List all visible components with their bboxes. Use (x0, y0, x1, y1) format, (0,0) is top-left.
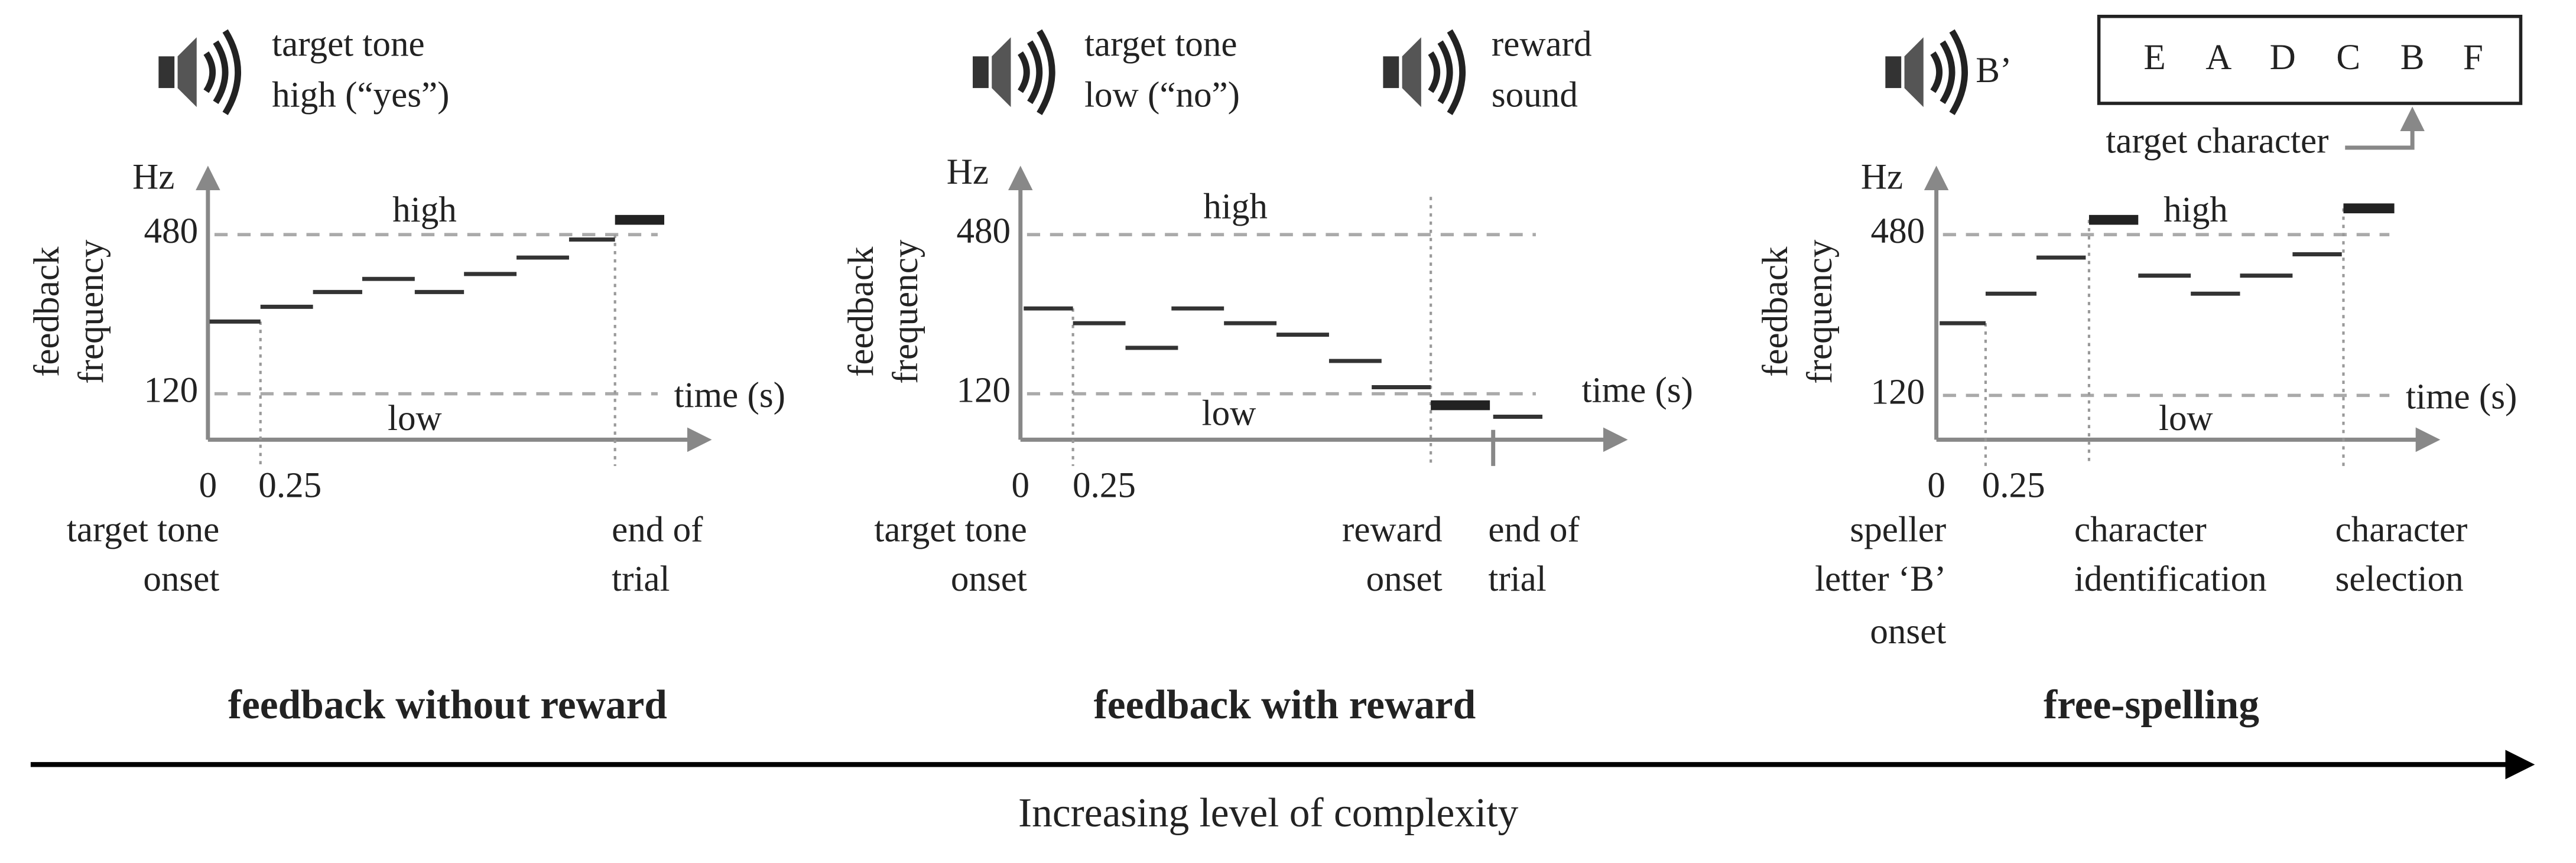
event-label: end of (612, 510, 703, 550)
speaker-icon (1383, 31, 1462, 113)
feedback-steps (1024, 306, 1543, 419)
x-tick-label: 0 (1927, 466, 1945, 506)
zone-label: low (388, 399, 442, 438)
y-tick-label: 120 (1871, 372, 1925, 412)
speller-letter: E (2143, 38, 2165, 77)
x-tick-label: 0.25 (1982, 466, 2045, 506)
zone-label: low (1202, 394, 1256, 434)
x-title: time (s) (2406, 377, 2517, 417)
x-tick-label: 0.25 (1073, 466, 1136, 506)
event-label: end of (1488, 510, 1580, 550)
y-tick-label: 480 (956, 211, 1011, 251)
y-title: frequency (1800, 239, 1840, 384)
panel-free-spelling: B’ E A D C B F target character Hz 480 1… (1756, 14, 2523, 728)
event-label: character (2074, 510, 2207, 550)
event-label: target tone (67, 510, 219, 550)
y-tick-label: 480 (1871, 211, 1925, 251)
y-unit: Hz (132, 158, 174, 197)
feedback-steps (209, 214, 665, 324)
sound-label: target tone (1084, 25, 1237, 64)
y-title: feedback (27, 246, 67, 377)
y-title: frequency (886, 239, 925, 384)
zone-label: high (1203, 187, 1268, 227)
event-label: identification (2074, 559, 2267, 599)
sound-label: low (“no”) (1084, 76, 1240, 115)
panel-caption: free-spelling (2044, 682, 2259, 728)
x-title: time (s) (1582, 371, 1693, 411)
speller-letter: D (2270, 38, 2296, 77)
panel-caption: feedback without reward (228, 682, 667, 728)
speller-box (2097, 14, 2523, 105)
sound-label: reward (1492, 25, 1592, 64)
event-label: onset (143, 559, 219, 599)
event-label: onset (951, 559, 1027, 599)
event-label: letter ‘B’ (1815, 559, 1946, 599)
y-tick-label: 480 (144, 211, 199, 251)
speller-letter: F (2463, 38, 2483, 77)
event-label: reward (1342, 510, 1443, 550)
event-label: trial (612, 559, 670, 599)
event-label: trial (1488, 559, 1546, 599)
y-title: frequency (72, 239, 111, 384)
event-label: target tone (874, 510, 1026, 550)
y-title: feedback (1756, 246, 1795, 377)
y-tick-label: 120 (144, 371, 199, 411)
target-label: target character (2106, 121, 2328, 161)
panel-feedback-without-reward: target tone high (“yes”) Hz 480 120 feed… (27, 25, 785, 728)
x-tick-label: 0.25 (258, 466, 321, 506)
sound-label: sound (1492, 76, 1578, 115)
panel-caption: feedback with reward (1094, 682, 1476, 728)
speaker-icon (158, 31, 238, 113)
sound-label: high (“yes”) (272, 76, 449, 115)
y-unit: Hz (947, 152, 989, 192)
event-label: character (2335, 510, 2468, 550)
x-title: time (s) (674, 376, 785, 415)
y-title: feedback (842, 246, 881, 377)
zone-label: high (2164, 190, 2228, 230)
footer-label: Increasing level of complexity (1018, 790, 1519, 836)
y-tick-label: 120 (956, 371, 1011, 411)
x-tick-label: 0 (1011, 466, 1029, 506)
sound-label: target tone (272, 25, 424, 64)
x-tick-label: 0 (199, 466, 217, 506)
target-arrow (2345, 106, 2425, 150)
panel-feedback-with-reward: target tone low (“no”) reward sound Hz 4… (842, 25, 1693, 728)
speller-letter: B (2400, 38, 2425, 77)
event-label: onset (1870, 612, 1946, 652)
event-label: selection (2335, 559, 2464, 599)
speaker-icon (1885, 31, 1964, 113)
zone-label: low (2159, 399, 2213, 438)
event-label: speller (1850, 510, 1946, 550)
speaker-icon (973, 31, 1052, 113)
zone-label: high (392, 190, 457, 230)
speller-letter: A (2205, 38, 2231, 77)
feedback-steps (1940, 203, 2395, 325)
speller-letter: C (2336, 38, 2360, 77)
sound-label: B’ (1976, 51, 2012, 90)
event-label: onset (1366, 559, 1443, 599)
y-unit: Hz (1861, 158, 1903, 197)
